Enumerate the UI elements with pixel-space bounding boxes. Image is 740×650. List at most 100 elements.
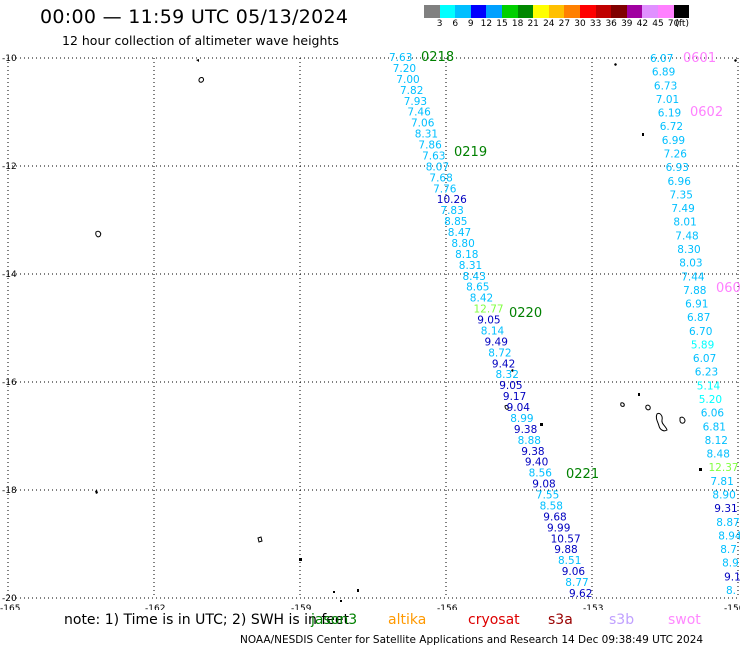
satellite-legend-item: jason3: [311, 612, 358, 628]
pass-label-0220: 0220: [509, 306, 542, 321]
longitude-label: -159: [291, 604, 312, 610]
island-outline: [257, 536, 263, 543]
color-swatch: [424, 5, 440, 18]
color-swatch: [611, 5, 627, 18]
wave-height-value: 7.93: [404, 96, 427, 108]
wave-height-value: 5.89: [691, 340, 714, 352]
wave-height-value: 8.03: [679, 258, 702, 270]
wave-height-value: 8.87: [716, 517, 739, 529]
latitude-label: -20: [2, 594, 17, 604]
island-outline: [198, 77, 204, 83]
color-scale-tick: 12: [480, 19, 493, 29]
latitude-label: -14: [2, 270, 17, 280]
longitude-label: -156: [437, 604, 458, 610]
wave-height-value: 7.82: [400, 85, 423, 97]
wave-height-value: 7.88: [683, 285, 706, 297]
wave-height-value: 9.68: [543, 511, 566, 523]
wave-height-value: 7.68: [429, 172, 452, 184]
pass-label-0221: 0221: [566, 467, 599, 482]
wave-height-value: 7.49: [671, 203, 694, 215]
wave-height-value: 9.1: [724, 571, 740, 583]
wave-height-value: 8.43: [463, 271, 486, 283]
wave-height-value: 9.38: [521, 446, 544, 458]
wave-height-value: 5.14: [697, 380, 721, 392]
wave-height-value: 9.88: [554, 544, 577, 556]
wave-height-value: 7.44: [681, 271, 705, 283]
color-scale-swatches: [424, 5, 740, 18]
color-scale-tick: 70: [667, 19, 680, 29]
color-swatch: [673, 5, 690, 18]
island-outline: [95, 490, 98, 494]
wave-height-value: 6.96: [668, 176, 692, 188]
color-scale-labels: 3 6 9 12 15 18 21 24 27 30 33 36 39 42 45 70 (ft): [424, 18, 740, 32]
island-outline: [504, 404, 509, 410]
page-subtitle: 12 hour collection of altimeter wave hei…: [62, 33, 339, 48]
wave-height-value: 8.99: [510, 413, 533, 425]
color-swatch: [564, 5, 580, 18]
map-grid: -10 -12 -14 -16 -18 -20-165 -162 -159 -156 -153 -1…: [0, 54, 740, 610]
wave-height-value: 8.65: [466, 282, 489, 294]
color-swatch: [470, 5, 487, 18]
color-scale-tick: 36: [605, 19, 617, 29]
wave-height-value: 8.12: [705, 435, 728, 447]
track-a-groundline: [438, 62, 595, 600]
island-outline: [540, 423, 543, 426]
wave-height-value: 5.20: [699, 394, 722, 406]
wave-height-value: 7.26: [664, 149, 688, 161]
wave-height-value: 8.85: [444, 216, 467, 228]
wave-height-value: 7.63: [389, 52, 412, 64]
longitude-label: -162: [145, 604, 165, 610]
wave-height-value: 9.05: [499, 380, 522, 392]
wave-height-value: 7.55: [536, 490, 559, 502]
wave-height-value: 9.62: [569, 588, 592, 600]
wave-height-value: 9.08: [532, 479, 555, 491]
track-b-values: 6.07 6.896.73 7.01 6.196.72 6.99 7.266.93 6.96…: [650, 53, 740, 597]
island-outline: [196, 59, 199, 62]
color-scale-tick: 15: [496, 19, 508, 29]
color-swatch: [533, 5, 549, 18]
island-outline: [620, 402, 625, 407]
island-outline: [638, 393, 640, 396]
wave-height-value: 8.01: [673, 217, 696, 229]
island-outline: [511, 369, 514, 372]
wave-height-value: 8.: [726, 585, 736, 597]
island-outline: [299, 558, 302, 561]
wave-height-value: 7.83: [440, 205, 463, 217]
color-swatch: [548, 5, 565, 18]
color-scale-tick: 45: [652, 19, 664, 29]
wave-height-value: 7.63: [422, 150, 445, 162]
satellite-legend-item: s3a: [548, 612, 573, 628]
wave-height-value: 6.81: [703, 421, 726, 433]
color-scale-tick: 24: [543, 19, 555, 29]
wave-height-value: 6.73: [654, 80, 677, 92]
wave-height-value: 8.88: [518, 435, 541, 447]
color-swatch: [657, 5, 674, 18]
color-swatch: [579, 5, 596, 18]
color-scale-unit: (ft): [675, 19, 689, 29]
island-outline: [357, 589, 359, 592]
wave-height-value: 9.49: [485, 336, 508, 348]
wave-height-value: 6.87: [687, 312, 710, 324]
color-scale-tick: 18: [511, 19, 524, 29]
color-scale-tick: 39: [621, 19, 633, 29]
wave-height-value: 6.91: [685, 299, 708, 311]
pass-label-0603: 060: [716, 281, 740, 296]
latitude-label: -18: [2, 486, 17, 496]
color-swatch: [439, 5, 456, 18]
wave-height-value: 8.58: [540, 501, 563, 513]
wave-height-value: 7.35: [670, 189, 693, 201]
wave-height-value: 7.76: [433, 183, 457, 195]
color-scale-legend: 3 6 9 12 15 18 21 24 27 30 33 36 39 42 45 70 (ft): [424, 5, 740, 32]
wave-height-value: 6.72: [660, 121, 683, 133]
wave-height-value: 8.56: [529, 468, 553, 480]
wave-height-value: 9.04: [507, 402, 531, 414]
pass-label-0218: 0218: [421, 50, 454, 65]
island-outline: [679, 416, 686, 424]
wave-height-value: 9.42: [492, 358, 515, 370]
color-scale-tick: 42: [636, 19, 649, 29]
altimeter-map: -10 -12 -14 -16 -18 -20-165 -162 -159 -156 -153 -1…: [0, 50, 740, 610]
color-scale-tick: 9: [467, 19, 474, 29]
color-scale-tick: 30: [574, 19, 586, 29]
island-outline: [645, 404, 651, 411]
island-outline: [734, 59, 737, 62]
